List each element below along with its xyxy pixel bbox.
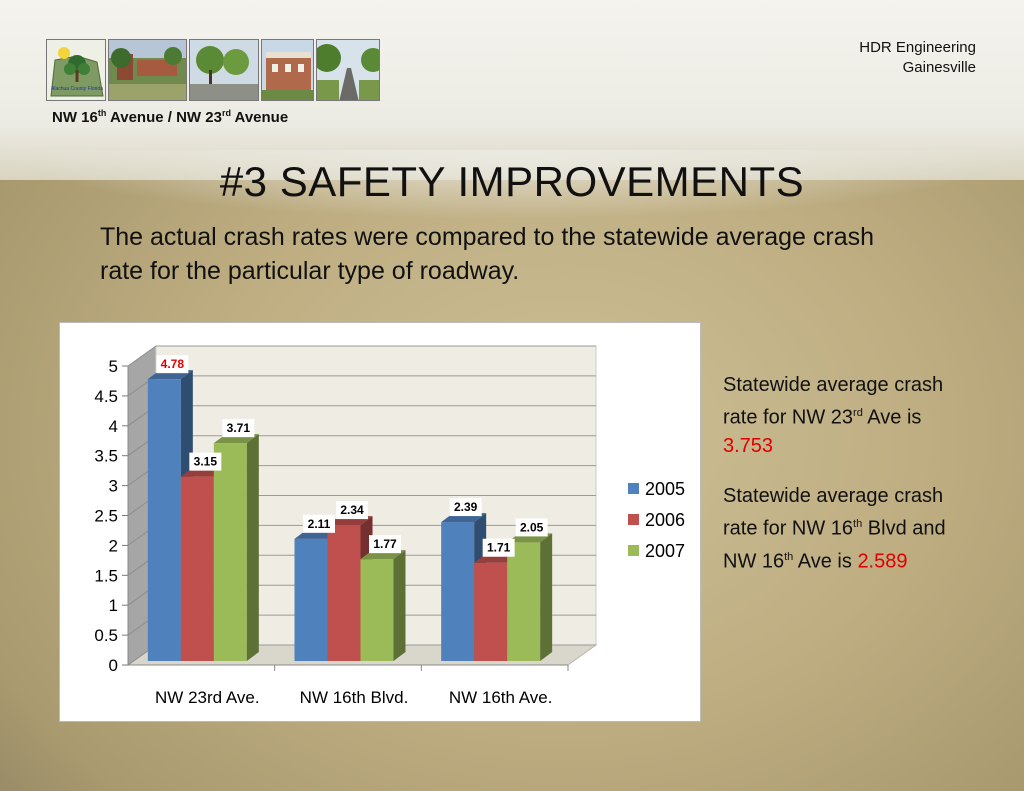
note-16th-line1: Statewide average crash (723, 485, 944, 507)
legend-swatch-2007 (628, 545, 639, 556)
xtick-label: NW 16th Ave. (449, 688, 553, 707)
road-title: NW 16th Avenue / NW 23rd Avenue (52, 108, 288, 126)
ytick-label: 5 (109, 357, 118, 376)
bar-2006-0 (180, 476, 214, 661)
data-label: 2.11 (308, 517, 331, 531)
photo-roadway (316, 39, 380, 101)
bar-2005-0 (147, 379, 181, 661)
ytick-label: 2.5 (94, 507, 118, 526)
chart-panel: 0 0.5 1 1.5 2 2.5 3 3.5 4 4.5 5 4.78 3.15 3.71 NW 23rd… (59, 322, 701, 722)
bar-side-2007-2 (540, 533, 553, 661)
photo-landscaped-median (108, 39, 187, 101)
note-23rd-value: 3.753 (723, 434, 774, 457)
firm-block: HDR Engineering Gainesville (859, 38, 976, 78)
data-label: 3.15 (194, 455, 218, 469)
note-16th-line3: NW 16th Ave is 2.589 (723, 543, 1003, 576)
note-16th: Statewide average crash rate for NW 16th… (723, 482, 1003, 575)
bar-2006-2 (474, 562, 508, 661)
data-label: 1.77 (373, 537, 397, 551)
note-23rd-line2-text: rate for NW 23 (723, 406, 854, 429)
photo-building (261, 39, 314, 101)
road-title-part2: Avenue / NW 23 (106, 109, 222, 126)
data-label-box (156, 355, 189, 374)
header-photo-strip: Alachua County Florida (46, 39, 380, 101)
data-label-box (189, 452, 222, 471)
note-23rd-line2-tail: Ave is (862, 406, 922, 429)
data-label: 4.78 (161, 357, 185, 371)
note-16th-line3-tail: Ave is (793, 550, 858, 573)
slide-title: #3 SAFETY IMPROVEMENTS (219, 158, 805, 205)
logo-text: Alachua County Florida (51, 86, 103, 92)
legend-label-2005: 2005 (645, 479, 685, 499)
note-16th-line2-tail: Blvd and (862, 517, 946, 540)
data-label: 3.71 (227, 421, 251, 435)
legend-label-2006: 2006 (645, 510, 685, 530)
ytick-label: 3.5 (94, 447, 118, 466)
road-title-sup1: th (97, 108, 107, 118)
ytick-label: 4.5 (94, 387, 118, 406)
legend-label-2007: 2007 (645, 541, 685, 561)
note-23rd-line2: rate for NW 23rd Ave is (723, 399, 1003, 432)
bar-2007-0 (213, 443, 247, 661)
bar-2007-2 (507, 542, 541, 661)
data-label-box (222, 419, 255, 438)
note-23rd: Statewide average crash rate for NW 23rd… (723, 371, 1003, 460)
ytick-label: 0 (109, 656, 118, 675)
photo-street-trees (189, 39, 259, 101)
bar-side-2007-1 (393, 550, 406, 661)
ytick-label: 1.5 (94, 566, 118, 585)
data-label-box (303, 514, 335, 533)
ytick-label: 0.5 (94, 626, 118, 645)
legend-swatch-2006 (628, 514, 639, 525)
note-16th-value: 2.589 (857, 550, 908, 573)
data-label: 2.39 (454, 500, 478, 514)
crash-rate-chart: 0 0.5 1 1.5 2 2.5 3 3.5 4 4.5 5 4.78 3.15 3.71 NW 23rd… (94, 345, 685, 707)
data-label-box (449, 498, 482, 517)
bar-side-2007-0 (246, 434, 259, 661)
intro-text: The actual crash rates were compared to … (100, 223, 875, 285)
data-label: 1.71 (487, 541, 511, 555)
ytick-label: 3 (109, 477, 118, 496)
road-title-part3: Avenue (230, 109, 289, 126)
data-label-box (336, 501, 368, 520)
firm-city: Gainesville (902, 59, 976, 76)
ytick-label: 4 (109, 417, 118, 436)
bar-2007-1 (360, 559, 394, 661)
note-16th-line2-text: rate for NW 16 (723, 517, 854, 540)
bar-2005-2 (441, 522, 475, 661)
data-label-box (482, 538, 515, 557)
firm-name: HDR Engineering (859, 39, 976, 56)
legend-swatch-2005 (628, 483, 639, 494)
data-label-box (515, 518, 548, 537)
bar-2005-1 (294, 538, 328, 661)
road-title-sup2: rd (221, 108, 231, 118)
note-23rd-line1: Statewide average crash (723, 374, 944, 396)
ytick-label: 2 (109, 536, 118, 555)
xtick-label: NW 16th Blvd. (300, 688, 409, 707)
header-band-fade (0, 150, 1024, 220)
note-16th-sup1: th (853, 518, 863, 530)
bar-2006-1 (327, 525, 361, 661)
note-16th-sup2: th (784, 550, 794, 563)
data-label: 2.05 (520, 520, 544, 534)
note-16th-line3-text: NW 16 (723, 550, 785, 573)
data-label-box (369, 535, 401, 554)
xtick-label: NW 23rd Ave. (155, 688, 260, 707)
data-label: 2.34 (340, 503, 364, 517)
ytick-label: 1 (109, 596, 118, 615)
note-16th-line2: rate for NW 16th Blvd and (723, 510, 1003, 543)
county-logo: Alachua County Florida (46, 39, 106, 101)
note-23rd-sup: rd (853, 407, 863, 419)
gridline-side-5 (127, 345, 157, 367)
road-title-part1: NW 16 (52, 109, 98, 126)
